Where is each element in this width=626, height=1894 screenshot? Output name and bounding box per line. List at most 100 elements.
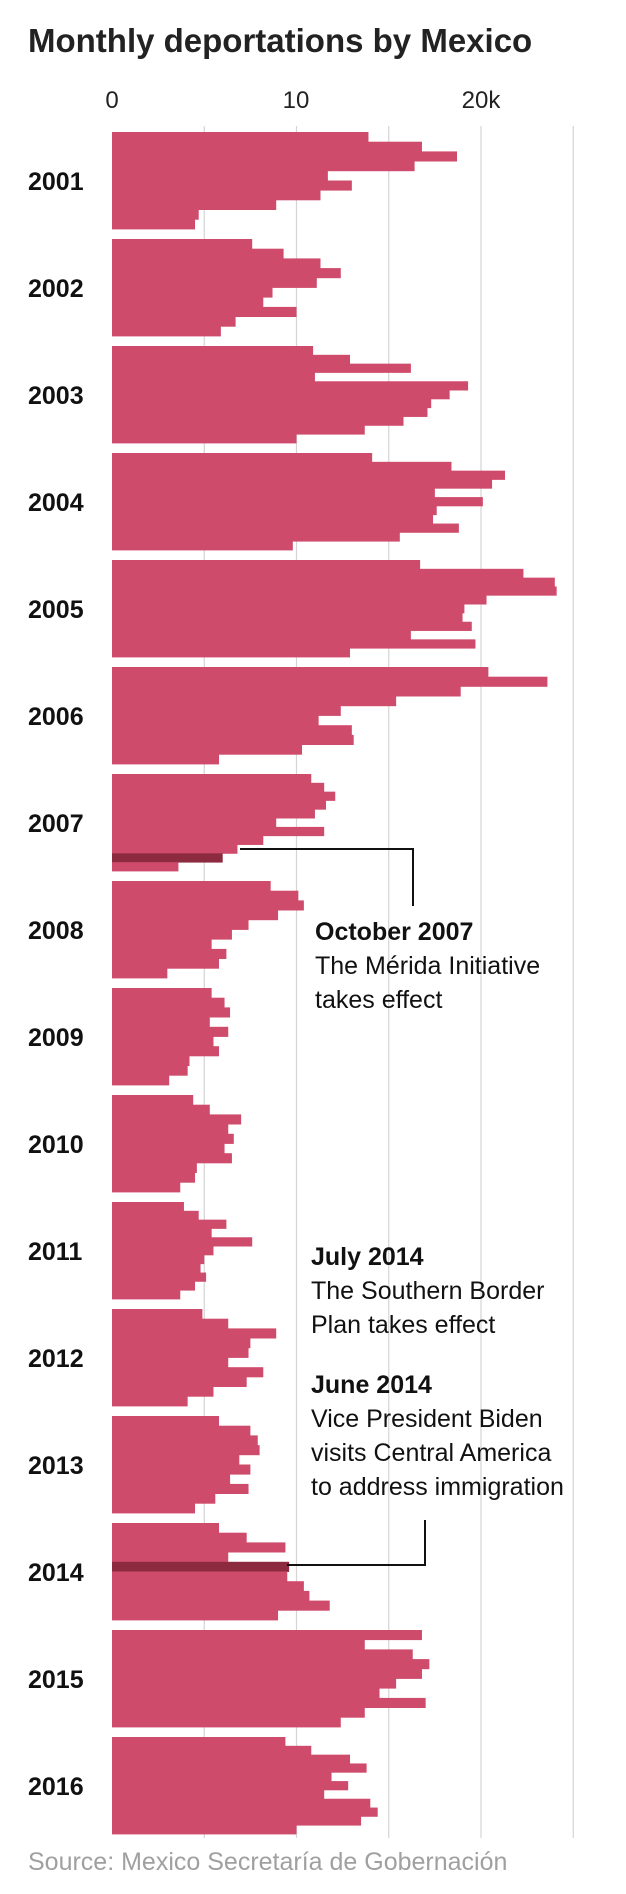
bar [112,595,487,605]
bar [112,1357,229,1368]
year-label: 2005 [28,596,84,624]
bar [112,479,493,489]
bar [112,1328,277,1339]
bar [112,782,325,793]
bar [112,586,557,596]
bar [112,190,321,201]
bar [112,1046,220,1057]
bar [112,1172,196,1183]
year-label: 2004 [28,489,84,517]
bar [112,1055,190,1066]
bar [112,939,212,950]
bar [112,1386,214,1397]
bar [112,505,437,516]
bar [112,818,277,828]
bar [112,1396,188,1407]
bar [112,929,232,940]
bar [112,287,273,298]
bar [112,1649,413,1660]
year-label: 2014 [28,1559,84,1587]
bar [112,844,238,854]
bar [112,1347,249,1358]
bar [112,919,249,930]
bar [112,1789,325,1800]
bar [112,1026,229,1037]
bar [112,1153,232,1164]
annotation-oct-2007-head: October 2007 [315,918,473,946]
bar [112,306,297,317]
bar [112,744,303,755]
bar [112,1590,310,1601]
bar [112,754,220,765]
bar [112,1104,210,1115]
annotation-jul-2014-line-1: The Southern Border [311,1277,544,1305]
annotation-jun-2014-line-1: Vice President Biden [311,1405,543,1433]
x-tick-20k: 20k [462,87,502,114]
bar [112,1717,341,1728]
annotation-connectors [240,848,426,1566]
bar [112,1483,249,1494]
year-label: 2011 [28,1238,82,1266]
bar [112,1542,286,1553]
bar [112,209,199,220]
bar [112,199,277,210]
bar [112,141,422,152]
bar [112,381,469,391]
bar [112,219,196,230]
year-labels: 2001 2002 2003 2004 2005 2006 2007 2008 2009 2010… [28,168,84,1801]
bar [112,1272,207,1282]
bar [112,667,489,678]
annotation-oct-2007-line-2: takes effect [315,986,442,1014]
bar [112,1281,196,1291]
bar [112,372,315,382]
bar [112,1798,371,1808]
bar [112,1124,229,1135]
bar [112,532,400,542]
bar [112,696,397,707]
bar [112,1143,225,1154]
bar [112,1036,214,1047]
annotation-oct-2007-line-1: The Mérida Initiative [315,952,540,980]
bar [112,621,472,631]
bar [112,277,317,288]
bar [112,988,212,999]
bar [112,1745,312,1756]
annotation-jul-2014-head: July 2014 [311,1243,424,1271]
bar [112,1318,229,1329]
bar [112,705,341,716]
bar [112,1763,367,1773]
bar [112,1425,251,1436]
bar [112,1254,205,1265]
bar [112,268,341,279]
chart-title: Monthly deportations by Mexico [28,22,532,59]
bar [112,132,369,143]
bar [112,1474,231,1485]
annotation-jun-2014-line-2: visits Central America [311,1439,551,1467]
bar [112,1246,214,1256]
bar [112,363,411,373]
bar [112,835,264,845]
bar [112,1416,220,1427]
bar [112,1581,304,1592]
bar [112,239,253,250]
year-label: 2009 [28,1024,84,1052]
bar [112,1772,332,1782]
bar [112,258,321,269]
bar [112,734,354,745]
bar [112,416,404,426]
bar [112,639,476,649]
bar [112,1290,181,1300]
bar [112,1816,362,1826]
bar [112,398,432,409]
bar [112,1639,365,1650]
year-label: 2010 [28,1131,84,1159]
bar [112,910,279,921]
bar [112,1532,247,1543]
bar [112,1464,251,1475]
bar [112,568,524,579]
bar [112,297,264,308]
bar [112,541,293,551]
connector-oct-2007 [240,848,414,906]
bar [112,248,284,259]
